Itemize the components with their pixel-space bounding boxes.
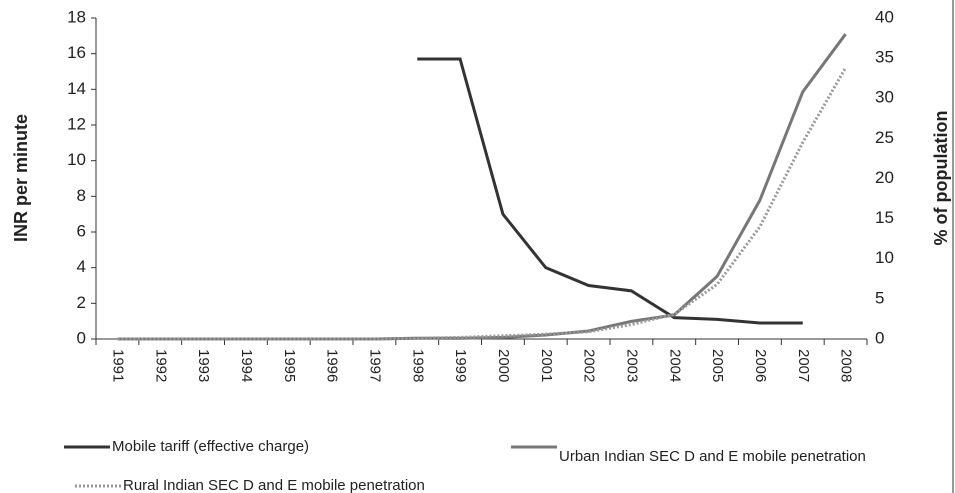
y2-tick-label: 40	[875, 7, 894, 26]
y2-tick-label: 0	[875, 328, 884, 347]
y-tick-label: 10	[67, 150, 86, 169]
x-tick-label: 1995	[281, 349, 298, 382]
x-tick-label: 2005	[709, 349, 726, 382]
x-tick-label: 1992	[152, 349, 169, 382]
x-tick-label: 2004	[666, 349, 683, 382]
y2-tick-label: 35	[875, 48, 894, 67]
x-tick-label: 2006	[752, 349, 769, 382]
y-tick-label: 8	[77, 186, 86, 205]
y2-tick-label: 20	[875, 168, 894, 187]
series-line	[117, 67, 847, 341]
x-tick-label: 2000	[495, 349, 512, 382]
y2-tick-label: 10	[875, 248, 894, 267]
x-tick-label: 1999	[452, 349, 469, 382]
y-tick-label: 0	[77, 328, 86, 347]
series-line	[117, 33, 847, 341]
y2-tick-label: 5	[875, 288, 884, 307]
y-tick-label: 18	[67, 7, 86, 26]
y2-tick-label: 25	[875, 128, 894, 147]
y-tick-label: 12	[67, 114, 86, 133]
x-tick-label: 1997	[366, 349, 383, 382]
x-tick-label: 2008	[838, 349, 855, 382]
x-tick-label: 1994	[238, 349, 255, 382]
x-tick-label: 2007	[795, 349, 812, 382]
y2-axis-label: % of population	[931, 111, 951, 246]
legend-label: Rural Indian SEC D and E mobile penetrat…	[123, 477, 425, 493]
x-tick-label: 1993	[195, 349, 212, 382]
y-tick-label: 6	[77, 221, 86, 240]
x-tick-label: 1998	[409, 349, 426, 382]
y-tick-label: 4	[77, 257, 86, 276]
y-tick-label: 16	[67, 43, 86, 62]
y2-tick-label: 30	[875, 88, 894, 107]
series-line	[417, 57, 803, 325]
legend-label: Mobile tariff (effective charge)	[112, 438, 309, 455]
y-axis-label: INR per minute	[11, 114, 31, 242]
x-tick-label: 2002	[581, 349, 598, 382]
x-tick-label: 2003	[623, 349, 640, 382]
x-tick-label: 1991	[109, 349, 126, 382]
y2-tick-label: 15	[875, 208, 894, 227]
y-tick-label: 14	[67, 79, 86, 98]
y-tick-label: 2	[77, 293, 86, 312]
x-tick-label: 2001	[538, 349, 555, 382]
x-tick-label: 1996	[324, 349, 341, 382]
legend-label: Urban Indian SEC D and E mobile penetrat…	[559, 448, 866, 465]
